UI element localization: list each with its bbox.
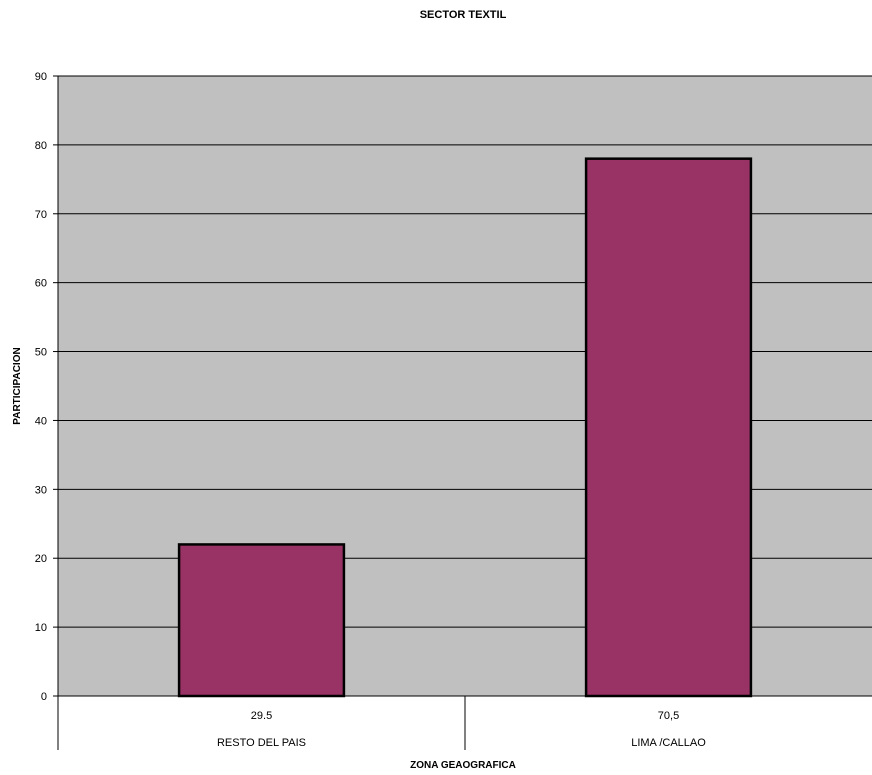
- y-tick-label: 10: [35, 622, 47, 634]
- y-tick-label: 0: [41, 691, 47, 703]
- y-tick-label: 40: [35, 415, 47, 427]
- y-tick-label: 80: [35, 140, 47, 152]
- y-axis-title: PARTICIPACION: [12, 347, 23, 424]
- bars: [177, 157, 753, 698]
- x-axis-title: ZONA GEAOGRAFICA: [410, 760, 516, 771]
- category-label: RESTO DEL PAIS: [217, 737, 306, 749]
- bar: [584, 157, 753, 698]
- category-label: LIMA /CALLAO: [631, 737, 706, 749]
- bar: [177, 543, 346, 698]
- y-tick-label: 30: [35, 484, 47, 496]
- category-value-label: 70,5: [658, 710, 679, 722]
- y-tick-label: 50: [35, 347, 47, 359]
- y-tick-label: 60: [35, 278, 47, 290]
- y-tick-label: 90: [35, 71, 47, 83]
- y-tick-label: 70: [35, 209, 47, 221]
- y-tick-label: 20: [35, 553, 47, 565]
- category-value-label: 29.5: [251, 710, 272, 722]
- chart-title: SECTOR TEXTIL: [420, 9, 507, 21]
- y-axis-ticks: 0 10 20 30 40 50 60 70 80 90: [35, 71, 58, 703]
- x-axis-categories: 29.5 RESTO DEL PAIS 70,5 LIMA /CALLAO: [57, 696, 706, 750]
